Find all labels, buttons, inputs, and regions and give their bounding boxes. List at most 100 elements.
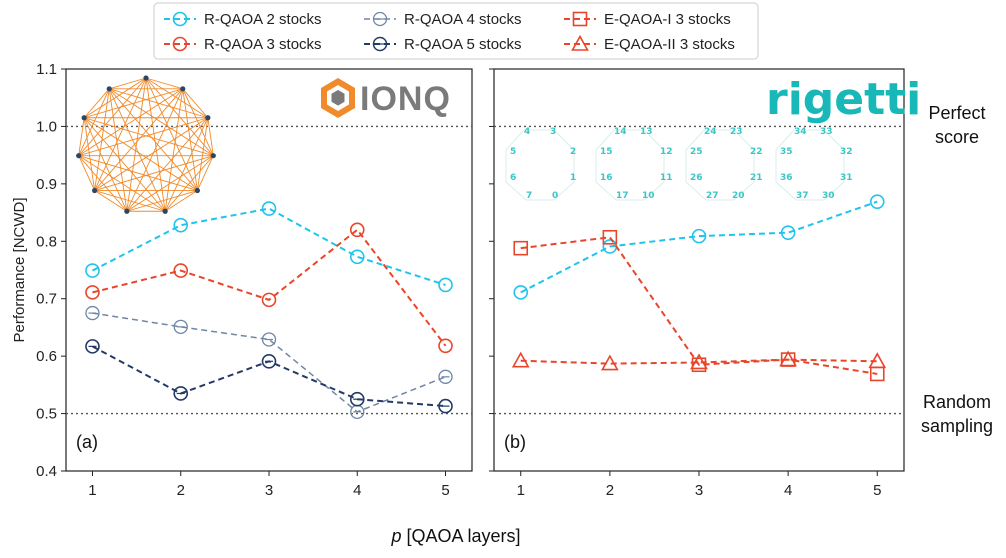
rigetti-logo: rigetti xyxy=(766,74,921,125)
x-tick-label: 4 xyxy=(784,482,792,499)
y-tick-label: 0.6 xyxy=(36,348,57,365)
x-tick-label: 5 xyxy=(441,482,449,499)
legend-entry-r4: R-QAOA 4 stocks xyxy=(364,11,522,28)
graph-edge xyxy=(126,190,198,212)
graph-edge xyxy=(109,88,208,119)
graph-edge xyxy=(78,88,110,156)
qubit-label: 4 xyxy=(524,127,530,137)
x-tick-label: 1 xyxy=(517,482,525,499)
qubit-label: 34 xyxy=(794,127,807,137)
qubit-label: 32 xyxy=(840,147,853,157)
graph-edge xyxy=(196,155,214,191)
ionq-logo-text: IONQ xyxy=(360,80,451,118)
graph-node xyxy=(92,187,98,194)
graph-edge xyxy=(108,88,128,212)
graph-edge xyxy=(145,77,183,90)
qubit-label: 26 xyxy=(690,173,703,183)
series-line-r3 xyxy=(92,228,447,347)
series-line-r2 xyxy=(92,207,446,286)
graph-node xyxy=(76,153,82,159)
legend-entry-r2: R-QAOA 2 stocks xyxy=(164,11,322,28)
legend-marker-square xyxy=(572,11,588,27)
data-point-r4 xyxy=(438,369,453,384)
panel-a-y-ticks: 0.4 0.5 0.6 0.7 0.8 0.9 1.0 1.1 xyxy=(36,61,66,480)
data-point-r2 xyxy=(869,194,885,209)
graph-edge xyxy=(83,117,128,212)
graph-edge xyxy=(164,190,198,212)
graph-edge xyxy=(78,77,147,156)
graph-edge xyxy=(78,155,166,212)
perfect-score-label-line2: score xyxy=(935,127,979,147)
qubit-label: 16 xyxy=(600,173,613,183)
graph-edge xyxy=(84,117,214,157)
ionq-connectivity-graph xyxy=(76,75,216,214)
qubit-label: 37 xyxy=(796,191,809,201)
qubit-label: 6 xyxy=(510,173,516,183)
graph-edge xyxy=(94,190,166,212)
graph-edge xyxy=(108,88,214,157)
legend-label-r5: R-QAOA 5 stocks xyxy=(404,36,522,53)
data-point-r3 xyxy=(349,222,365,238)
qubit-label: 17 xyxy=(616,191,629,201)
legend-label-e2: E-QAOA-II 3 stocks xyxy=(604,36,735,53)
graph-node xyxy=(210,153,216,159)
graph-edge xyxy=(108,88,198,191)
graph-node xyxy=(143,75,149,81)
random-sampling-label-line1: Random xyxy=(923,392,991,412)
panel-a: 0.4 0.5 0.6 0.7 0.8 0.9 1.0 1.1 1 2 3 4 5 IONQ (a) xyxy=(36,61,473,499)
qubit-label: 22 xyxy=(750,147,763,157)
x-tick-label: 3 xyxy=(265,482,273,499)
data-point-r2 xyxy=(438,277,453,293)
graph-edge xyxy=(84,88,183,119)
qubit-label: 13 xyxy=(640,127,653,137)
data-point-r4 xyxy=(173,319,188,335)
y-tick-label: 0.4 xyxy=(36,463,57,480)
graph-edge xyxy=(164,117,209,212)
x-tick-label: 5 xyxy=(873,482,881,499)
random-sampling-label-line2: sampling xyxy=(921,416,993,436)
data-point-e2 xyxy=(779,350,797,367)
data-point-r2 xyxy=(85,263,100,278)
graph-edge xyxy=(108,88,166,212)
data-point-r2 xyxy=(261,201,277,216)
x-tick-label: 1 xyxy=(88,482,96,499)
data-point-e2 xyxy=(690,353,708,370)
graph-edge xyxy=(83,117,166,212)
graph-edge xyxy=(94,190,128,212)
data-point-e2 xyxy=(511,351,530,368)
legend-marker-circle-dash xyxy=(372,11,388,27)
qubit-label: 36 xyxy=(780,173,793,183)
panel-b-label: (b) xyxy=(504,432,526,452)
graph-edge xyxy=(182,88,214,156)
data-point-r2 xyxy=(513,285,529,300)
qubit-label: 24 xyxy=(704,127,717,137)
data-point-r5 xyxy=(349,391,365,407)
graph-edge xyxy=(182,88,209,119)
data-point-e1 xyxy=(602,229,618,245)
graph-edge xyxy=(164,155,214,212)
data-point-r5 xyxy=(261,354,277,369)
legend-entry-e2: E-QAOA-II 3 stocks xyxy=(564,34,735,53)
panel-b-y-ticks xyxy=(489,68,494,472)
data-point-r2 xyxy=(349,249,365,265)
x-axis-label-text: [QAOA layers] xyxy=(401,526,520,546)
data-point-r3 xyxy=(438,338,453,354)
legend: R-QAOA 2 stocks R-QAOA 3 stocks R-QAOA 4… xyxy=(153,2,759,60)
data-point-r5 xyxy=(438,398,453,414)
legend-entry-r5: R-QAOA 5 stocks xyxy=(364,36,522,53)
qubit-label: 5 xyxy=(510,147,516,157)
graph-edge xyxy=(94,88,110,191)
qubit-label: 2 xyxy=(570,147,576,157)
graph-edge xyxy=(145,77,209,119)
graph-edge xyxy=(83,77,147,119)
data-point-r3 xyxy=(85,285,100,300)
data-point-r2 xyxy=(691,228,707,244)
lattice-cell xyxy=(505,129,575,201)
data-point-e2 xyxy=(868,352,887,369)
qubit-label: 30 xyxy=(822,191,835,201)
graph-node xyxy=(124,208,130,214)
y-tick-label: 0.9 xyxy=(36,176,57,193)
graph-edge xyxy=(78,155,128,212)
x-tick-label: 2 xyxy=(606,482,614,499)
